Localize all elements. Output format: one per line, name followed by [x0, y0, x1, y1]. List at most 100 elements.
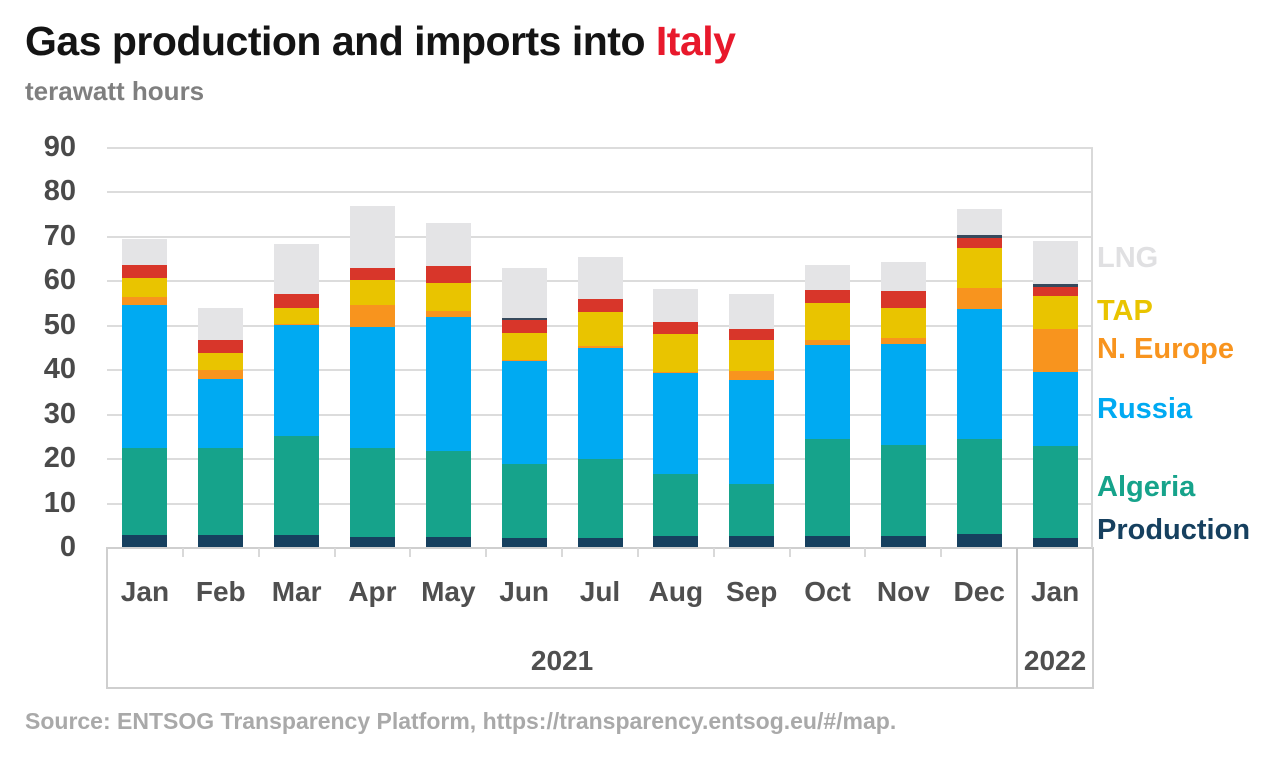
bar-segment-aug-7: [653, 372, 699, 475]
chart-title: Gas production and imports into Italy: [25, 18, 736, 65]
bar-segment-jun-5: [501, 268, 547, 318]
y-axis-tick-label: 90: [43, 131, 76, 163]
x-axis-month-label: Jun: [499, 576, 550, 607]
bar-segment-mar-2: [274, 307, 320, 324]
bar-segment-mar-2: [274, 325, 320, 436]
bar-segment-aug-7: [653, 536, 699, 548]
bar-segment-jan-0: [122, 278, 168, 297]
bar-segment-apr-3: [349, 448, 395, 537]
bar-segment-nov-10: [880, 536, 926, 548]
bar-segment-nov-10: [880, 291, 926, 308]
bar-segment-jan-12: [1032, 329, 1078, 372]
y-axis-tick-label: 0: [59, 531, 76, 563]
y-axis-tick-label: 30: [43, 397, 76, 430]
bar-segment-oct-9: [805, 289, 851, 304]
bar-segment-dec-11: [956, 208, 1002, 236]
legend-label-tap: TAP: [1097, 295, 1153, 327]
month-tick: [257, 548, 260, 557]
bar-segment-dec-11: [956, 309, 1002, 440]
bar-segment-sep-8: [729, 340, 775, 372]
legend-label-n-europe: N. Europe: [1097, 333, 1234, 365]
x-axis-month-label: Nov: [876, 576, 930, 607]
bar-segment-jan-0: [122, 304, 168, 448]
bar-segment-dec-11: [956, 235, 1002, 238]
bar-segment-jan-12: [1032, 537, 1078, 548]
bar-segment-dec-11: [956, 534, 1002, 548]
bar-segment-jan-0: [122, 296, 168, 305]
bar-segment-nov-10: [880, 444, 926, 536]
bar-segment-aug-7: [653, 474, 699, 536]
y-axis-tick-label: 50: [43, 308, 76, 341]
bar-segment-jul-6: [577, 299, 623, 312]
bar-segment-jun-5: [501, 317, 547, 321]
bar-segment-jun-5: [501, 463, 547, 538]
x-axis-month-label: Aug: [648, 576, 704, 607]
bar-segment-sep-8: [729, 536, 775, 548]
legend-label-lng: LNG: [1097, 242, 1159, 274]
gridline-70: [107, 235, 1093, 238]
x-axis-month-label: Jul: [579, 576, 621, 607]
bar-segment-may-4: [425, 310, 471, 317]
bar-segment-oct-9: [805, 439, 851, 536]
bar-segment-dec-11: [956, 237, 1002, 249]
bar-segment-jan-12: [1032, 287, 1078, 296]
bar-segment-jul-6: [577, 256, 623, 300]
bar-segment-apr-3: [349, 326, 395, 449]
bar-segment-mar-2: [274, 534, 320, 548]
gridline-80: [107, 191, 1093, 194]
bar-segment-jan-12: [1032, 371, 1078, 446]
bar-segment-oct-9: [805, 303, 851, 341]
gridline-90: [107, 147, 1093, 149]
bar-segment-apr-3: [349, 279, 395, 306]
bar-segment-feb-1: [198, 340, 244, 354]
bar-segment-jun-5: [501, 320, 547, 333]
bar-segment-jul-6: [577, 346, 623, 348]
bar-segment-sep-8: [729, 484, 775, 536]
bar-segment-jun-5: [501, 537, 547, 548]
bar-segment-jul-6: [577, 459, 623, 538]
bar-segment-feb-1: [198, 308, 244, 341]
x-axis-month-label: Jan: [120, 576, 170, 607]
y-axis-tick-label: 60: [43, 264, 76, 297]
month-tick: [181, 548, 184, 557]
bar-segment-sep-8: [729, 380, 775, 485]
bar-segment-apr-3: [349, 206, 395, 269]
month-tick: [788, 548, 791, 557]
bar-segment-may-4: [425, 536, 471, 548]
x-axis-month-label: Apr: [348, 576, 397, 607]
y-axis-tick-label: 20: [43, 442, 76, 475]
bar-segment-jan-0: [122, 264, 168, 279]
x-axis-year-label: 2021: [530, 645, 594, 676]
bar-segment-jan-0: [122, 535, 168, 548]
x-axis-month-label: Oct: [804, 576, 851, 607]
bar-segment-mar-2: [274, 244, 320, 294]
month-tick: [561, 548, 564, 557]
x-axis-month-label: Jan: [1030, 576, 1080, 607]
bar-segment-may-4: [425, 451, 471, 537]
month-tick: [485, 548, 488, 557]
bar-segment-jun-5: [501, 360, 547, 464]
x-axis-month-label: Mar: [271, 576, 322, 607]
bar-segment-may-4: [425, 283, 471, 311]
bar-segment-aug-7: [653, 334, 699, 372]
bar-segment-sep-8: [729, 293, 775, 330]
chart-title-main: Gas production and imports into: [25, 18, 656, 64]
legend-label-production: Production: [1097, 514, 1251, 546]
bar-segment-mar-2: [274, 324, 320, 326]
bar-segment-jun-5: [501, 332, 547, 360]
x-axis-month-label: May: [421, 576, 476, 607]
source-note: Source: ENTSOG Transparency Platform, ht…: [25, 708, 897, 734]
bar-segment-apr-3: [349, 268, 395, 280]
bar-segment-nov-10: [880, 337, 926, 345]
legend-label-russia: Russia: [1097, 393, 1193, 425]
bar-segment-may-4: [425, 266, 471, 284]
bar-segment-nov-10: [880, 261, 926, 292]
bar-segment-dec-11: [956, 287, 1002, 310]
x-axis-month-label: Dec: [953, 576, 1005, 607]
bar-segment-jan-0: [122, 238, 168, 265]
month-tick: [940, 548, 943, 557]
bar-segment-aug-7: [653, 371, 699, 373]
bar-segment-apr-3: [349, 536, 395, 548]
bar-segment-feb-1: [198, 353, 244, 371]
y-axis-tick-label: 10: [43, 486, 76, 519]
